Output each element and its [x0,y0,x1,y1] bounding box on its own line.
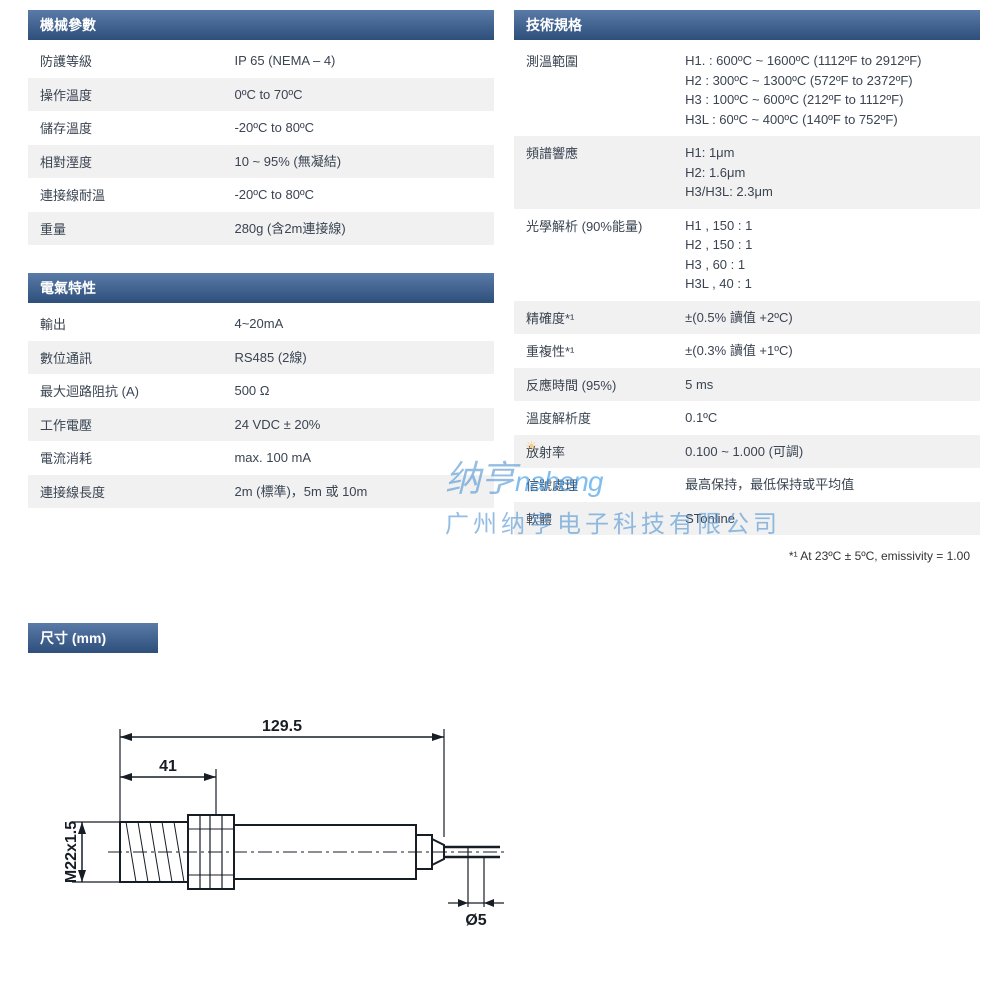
spec-row: 測溫範圍H1. : 600ºC ~ 1600ºC (1112ºF to 2912… [514,44,980,136]
spec-value: 500 Ω [234,381,482,401]
mech-header: 機械參數 [28,10,494,40]
spec-row: 防護等級IP 65 (NEMA – 4) [28,44,494,78]
spec-columns: 機械參數 防護等級IP 65 (NEMA – 4) 操作溫度0ºC to 70º… [0,0,1000,535]
spec-value: 2m (標準)，5m 或 10m [234,482,482,502]
spec-label: 儲存溫度 [40,118,234,138]
spec-label: 測溫範圍 [526,51,685,129]
spec-label: 頻譜響應 [526,143,685,202]
spec-value: 280g (含2m連接線) [234,219,482,239]
dim-header: 尺寸 (mm) [28,623,158,653]
spec-label: 連接線耐溫 [40,185,234,205]
right-column: 技術規格 測溫範圍H1. : 600ºC ~ 1600ºC (1112ºF to… [514,10,980,535]
spec-label: 反應時間 (95%) [526,375,685,395]
spec-value: 5 ms [685,375,968,395]
spec-value: 10 ~ 95% (無凝結) [234,152,482,172]
spec-value: RS485 (2線) [234,348,482,368]
spec-label: 防護等級 [40,51,234,71]
spec-row: 溫度解析度0.1ºC [514,401,980,435]
spec-row: 頻譜響應H1: 1μm H2: 1.6μm H3/H3L: 2.3μm [514,136,980,209]
spec-value: IP 65 (NEMA – 4) [234,51,482,71]
spec-value: H1. : 600ºC ~ 1600ºC (1112ºF to 2912ºF) … [685,51,968,129]
spec-row: 操作溫度0ºC to 70ºC [28,78,494,112]
spec-row: 放射率0.100 ~ 1.000 (可調) [514,435,980,469]
spec-row: 最大迴路阻抗 (A)500 Ω [28,374,494,408]
spec-row: 反應時間 (95%)5 ms [514,368,980,402]
spec-label: 相對溼度 [40,152,234,172]
left-column: 機械參數 防護等級IP 65 (NEMA – 4) 操作溫度0ºC to 70º… [28,10,494,535]
spec-label: 操作溫度 [40,85,234,105]
dim-cable-dia: Ø5 [465,912,486,929]
spec-label: 工作電壓 [40,415,234,435]
spec-label: 精確度*¹ [526,308,685,328]
spec-value: ±(0.3% 讀值 +1ºC) [685,341,968,361]
sensor-diagram-icon: 129.5 41 M22x1.5 Ø5 [48,707,528,957]
spec-label: 溫度解析度 [526,408,685,428]
spec-row: 重複性*¹±(0.3% 讀值 +1ºC) [514,334,980,368]
spec-row: 重量280g (含2m連接線) [28,212,494,246]
spec-label: 最大迴路阻抗 (A) [40,381,234,401]
spec-label: 信號處理 [526,475,685,495]
spec-row: 相對溼度10 ~ 95% (無凝結) [28,145,494,179]
dimension-drawing: 129.5 41 M22x1.5 Ø5 [28,657,1000,960]
spec-value: max. 100 mA [234,448,482,468]
dim-thread-length: 41 [159,758,177,775]
spec-value: STonline [685,509,968,529]
spec-label: 電流消耗 [40,448,234,468]
spec-value: -20ºC to 80ºC [234,118,482,138]
spec-value: 4~20mA [234,314,482,334]
spec-row: 輸出4~20mA [28,307,494,341]
spec-row: 連接線耐溫-20ºC to 80ºC [28,178,494,212]
spec-value: 0ºC to 70ºC [234,85,482,105]
spec-row: 工作電壓24 VDC ± 20% [28,408,494,442]
spec-row: 軟體STonline [514,502,980,536]
spec-value: ±(0.5% 讀值 +2ºC) [685,308,968,328]
spec-label: 軟體 [526,509,685,529]
spec-row: 儲存溫度-20ºC to 80ºC [28,111,494,145]
footnote: *¹ At 23ºC ± 5ºC, emissivity = 1.00 [0,535,1000,563]
spec-row: 電流消耗max. 100 mA [28,441,494,475]
spec-value: H1 , 150 : 1 H2 , 150 : 1 H3 , 60 : 1 H3… [685,216,968,294]
spec-value: 24 VDC ± 20% [234,415,482,435]
elec-header: 電氣特性 [28,273,494,303]
spec-label: 重複性*¹ [526,341,685,361]
dimensions-section: 尺寸 (mm) [0,563,1000,960]
spec-label: 數位通訊 [40,348,234,368]
spec-value: 0.100 ~ 1.000 (可調) [685,442,968,462]
spec-row: 信號處理最高保持，最低保持或平均值 [514,468,980,502]
dim-thread-spec: M22x1.5 [63,821,80,883]
spec-value: -20ºC to 80ºC [234,185,482,205]
tech-header: 技術規格 [514,10,980,40]
spec-value: 0.1ºC [685,408,968,428]
spec-row: 光學解析 (90%能量)H1 , 150 : 1 H2 , 150 : 1 H3… [514,209,980,301]
spec-label: 輸出 [40,314,234,334]
spec-row: 精確度*¹±(0.5% 讀值 +2ºC) [514,301,980,335]
dim-total-length: 129.5 [262,718,302,735]
spec-label: 重量 [40,219,234,239]
spec-label: 光學解析 (90%能量) [526,216,685,294]
spec-label: 連接線長度 [40,482,234,502]
spec-row: 連接線長度2m (標準)，5m 或 10m [28,475,494,509]
spec-value: 最高保持，最低保持或平均值 [685,475,968,495]
spec-label: 放射率 [526,442,685,462]
spec-value: H1: 1μm H2: 1.6μm H3/H3L: 2.3μm [685,143,968,202]
spec-row: 數位通訊RS485 (2線) [28,341,494,375]
